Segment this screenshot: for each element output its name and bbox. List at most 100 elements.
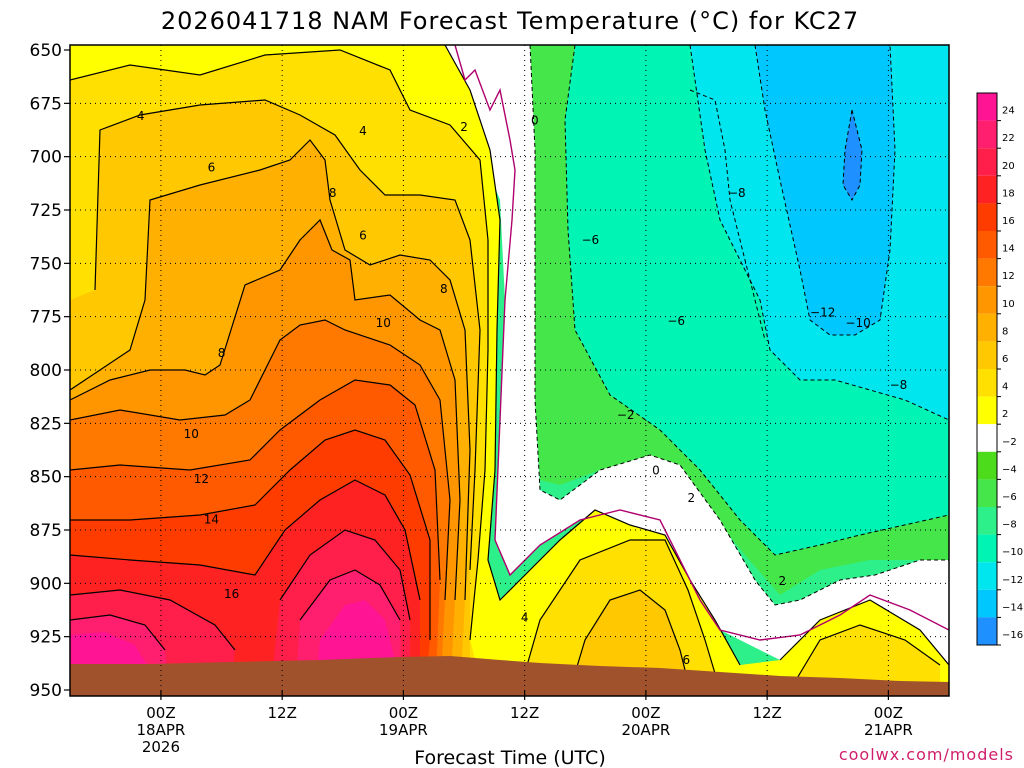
contour-label: 0 [531, 113, 539, 127]
contour-label: −10 [845, 316, 870, 330]
contour-label: 8 [440, 282, 448, 296]
contour-label: −6 [581, 233, 599, 247]
colorbar-swatch [977, 451, 997, 480]
y-tick-label: 675 [30, 94, 62, 114]
colorbar: 24 22 20 18 16 14 12 10 8 6 4 2 −2 −4 −6 −8 −10 −12 −14 −16 [976, 92, 1023, 646]
colorbar-swatch [977, 175, 997, 204]
x-tick-label: 21APR [864, 721, 913, 739]
colorbar-label: 22 [1002, 133, 1015, 144]
colorbar-swatch [977, 258, 997, 287]
isotherm-minus8 [689, 45, 949, 421]
y-tick-label: 900 [30, 574, 62, 594]
contour-label: 6 [359, 229, 367, 243]
x-tick-label: 12Z [752, 704, 781, 722]
y-tick-label: 725 [30, 201, 62, 221]
y-tick-label: 775 [30, 308, 62, 328]
colorbar-swatch [977, 617, 997, 645]
isotherm-minus12 [842, 109, 863, 202]
isotherm-plus20 [70, 529, 411, 651]
x-tick-label: 18APR [137, 721, 186, 739]
band-minus6 [530, 45, 949, 595]
band-minus12 [755, 45, 895, 335]
y-tick-label: 875 [30, 521, 62, 541]
contour-label: 12 [194, 472, 209, 486]
contour-label: 8 [218, 346, 226, 360]
colorbar-label: −10 [1002, 547, 1023, 558]
contour-label: 10 [184, 427, 199, 441]
isotherm-minus8-tongue [689, 89, 766, 341]
contour-label: 10 [376, 316, 391, 330]
isotherm-plus4 [70, 49, 489, 641]
x-tick-label: 19APR [379, 721, 428, 739]
isotherm-plus18 [70, 479, 421, 601]
plot-area [70, 45, 949, 696]
y-axis: 650 675 700 725 750 775 800 825 850 875 900 925 950 [30, 41, 70, 701]
colorbar-label: 6 [1002, 354, 1008, 365]
contour-label: −8 [890, 378, 908, 392]
x-tick-label: 12Z [510, 704, 539, 722]
contour-label: −12 [810, 305, 835, 319]
colorbar-swatch [977, 341, 997, 369]
x-tick-label: 00Z [389, 704, 418, 722]
isotherm-plus4-east [519, 539, 721, 691]
contour-label: 8 [329, 186, 337, 200]
chart-title: 2026041718 NAM Forecast Temperature (°C)… [161, 7, 859, 35]
band-plus6-east [570, 590, 690, 690]
colorbar-swatch [977, 589, 997, 618]
x-tick-label: 00Z [874, 704, 903, 722]
colorbar-label: 24 [1002, 106, 1015, 117]
y-tick-label: 700 [30, 148, 62, 168]
colorbar-label: −16 [1002, 630, 1023, 641]
contour-labels: 4 4 2 0 6 8 6 8 10 8 10 12 14 16 −6 −8 −6 −12 −10 −8 −2 0 2 4 6 2 [137, 109, 907, 667]
isotherm-lines [70, 45, 949, 691]
contour-label: 4 [521, 610, 529, 624]
terrain [70, 656, 949, 696]
y-tick-label: 800 [30, 361, 62, 381]
colorbar-swatch [977, 203, 997, 231]
colorbar-swatch [977, 369, 997, 397]
band-plus4-far [790, 625, 940, 690]
colorbar-label: −14 [1002, 602, 1023, 613]
isotherm-plus2-east [779, 599, 949, 666]
colorbar-swatch [977, 231, 997, 259]
x-tick-label: 20APR [621, 721, 670, 739]
x-axis-label: Forecast Time (UTC) [414, 747, 605, 768]
colorbar-swatch [977, 120, 997, 149]
colorbar-label: −12 [1002, 575, 1023, 586]
colorbar-label: 12 [1002, 271, 1015, 282]
y-tick-label: 825 [30, 414, 62, 434]
y-tick-label: 650 [30, 41, 62, 61]
colorbar-label: −2 [1002, 437, 1017, 448]
colorbar-label: 8 [1002, 326, 1008, 337]
isotherm-zero [454, 45, 949, 641]
colorbar-swatch [977, 148, 997, 176]
isotherm-plus14 [70, 379, 441, 581]
x-tick-label: 00Z [146, 704, 175, 722]
colorbar-label: −6 [1002, 492, 1017, 503]
x-tick-label: 2026 [142, 738, 180, 756]
colorbar-swatch [977, 424, 997, 452]
contour-label: 4 [359, 124, 367, 138]
colorbar-label: −4 [1002, 464, 1017, 475]
contour-label: −6 [667, 314, 685, 328]
grid [70, 45, 949, 696]
colorbar-swatch [977, 507, 997, 535]
colorbar-swatch [977, 93, 997, 121]
isotherm-plus6 [94, 99, 481, 571]
contour-label: 6 [208, 160, 216, 174]
contour-label: 0 [652, 463, 660, 477]
x-tick-label: 12Z [267, 704, 296, 722]
colorbar-label: 10 [1002, 299, 1015, 310]
contour-label: −8 [728, 186, 746, 200]
y-tick-label: 850 [30, 468, 62, 488]
colorbar-swatch [977, 396, 997, 425]
isotherm-plus8 [70, 139, 471, 601]
contour-label: 16 [224, 587, 239, 601]
y-tick-label: 950 [30, 681, 62, 701]
colorbar-label: 14 [1002, 244, 1015, 255]
isotherm-plus6-east [569, 589, 691, 691]
colorbar-swatch [977, 286, 997, 314]
isotherm-plus2 [444, 45, 741, 666]
